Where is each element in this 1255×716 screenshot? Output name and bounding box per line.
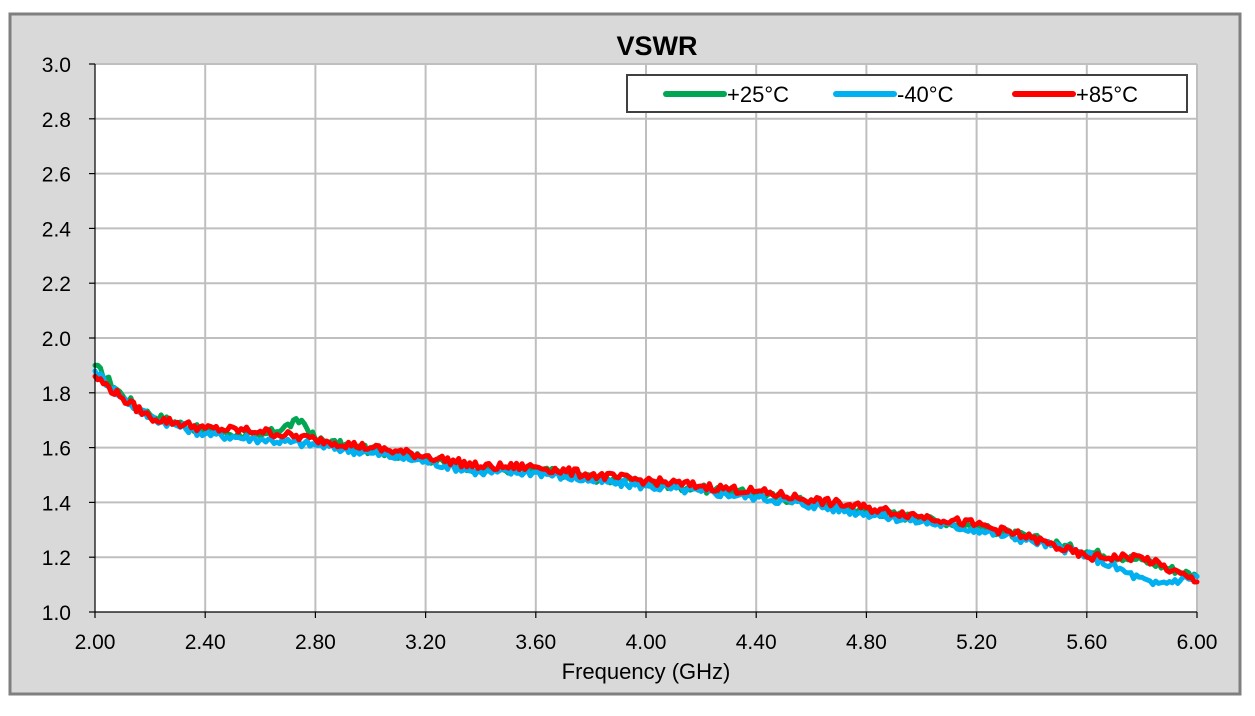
x-tick-label: 3.20: [405, 631, 446, 654]
legend-label: +85°C: [1076, 82, 1138, 107]
x-tick-label: 2.80: [295, 631, 336, 654]
x-axis-label: Frequency (GHz): [562, 659, 731, 684]
x-tick-label: 6.00: [1177, 631, 1218, 654]
x-tick-label: 3.60: [515, 631, 556, 654]
series-line-2: [92, 373, 1200, 585]
y-tick-label: 1.4: [42, 492, 72, 515]
y-tick-label: 2.2: [42, 273, 71, 296]
legend: +25°C -40°C +85°C: [626, 74, 1188, 113]
x-tick-label: 4.80: [846, 631, 887, 654]
chart-title: VSWR: [617, 31, 698, 61]
legend-label: -40°C: [897, 82, 954, 107]
x-axis-ticks: 2.00 2.40 2.80 3.20 3.60 4.00 4.40 4.80 5.20 5.60…: [75, 612, 1218, 654]
y-tick-label: 3.0: [42, 54, 71, 77]
x-tick-label: 2.00: [75, 631, 116, 654]
y-tick-label: 2.6: [42, 164, 71, 187]
y-tick-label: 1.8: [42, 383, 71, 406]
gridlines: [95, 63, 1198, 612]
y-tick-label: 2.0: [42, 328, 71, 351]
series-line-1: [92, 368, 1200, 588]
x-tick-label: 2.40: [185, 631, 226, 654]
x-tick-label: 4.40: [736, 631, 777, 654]
y-tick-label: 1.2: [42, 547, 71, 570]
y-tick-label: 2.8: [42, 109, 71, 132]
y-axis-ticks: 1.0 1.2 1.4 1.6 1.8 2.0 2.2 2.4 2.6 2.8 3.0: [42, 54, 95, 625]
x-tick-label: 5.20: [956, 631, 997, 654]
series-lines: [92, 362, 1200, 588]
y-tick-label: 1.6: [42, 438, 71, 461]
x-tick-label: 4.00: [626, 631, 667, 654]
legend-label: +25°C: [727, 82, 789, 107]
y-tick-label: 2.4: [42, 218, 72, 241]
y-tick-label: 1.0: [42, 602, 71, 625]
x-tick-label: 5.60: [1066, 631, 1107, 654]
